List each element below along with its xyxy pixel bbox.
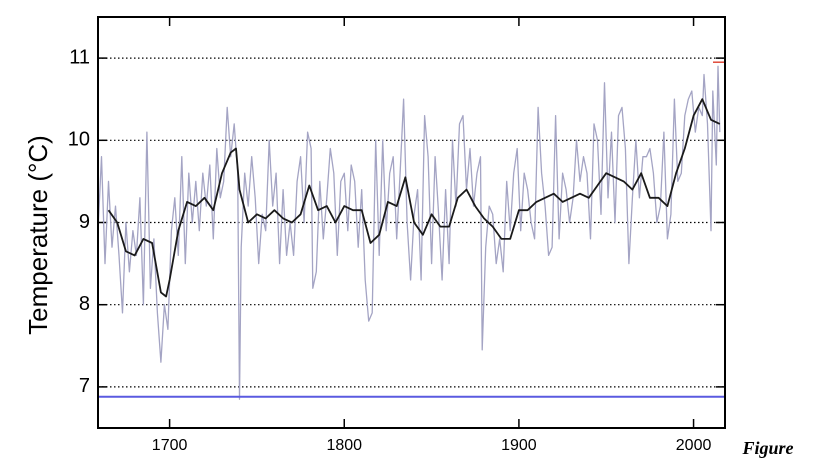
caption: Figure (741, 438, 793, 458)
x-tick-label: 1900 (501, 437, 537, 454)
y-tick-label: 11 (69, 46, 90, 68)
plot-frame (97, 16, 726, 429)
y-axis-label: Temperature (°C) (23, 135, 53, 335)
series-line (97, 65, 721, 400)
y-tick-label: 10 (68, 129, 90, 151)
y-tick-label: 8 (79, 293, 90, 315)
x-tick-label: 1700 (152, 437, 188, 454)
x-tick-label: 2000 (676, 437, 712, 454)
y-tick-label: 9 (79, 211, 90, 233)
series-line (107, 98, 721, 298)
x-tick-label: 1800 (326, 437, 362, 454)
y-tick-label: 7 (79, 375, 90, 397)
